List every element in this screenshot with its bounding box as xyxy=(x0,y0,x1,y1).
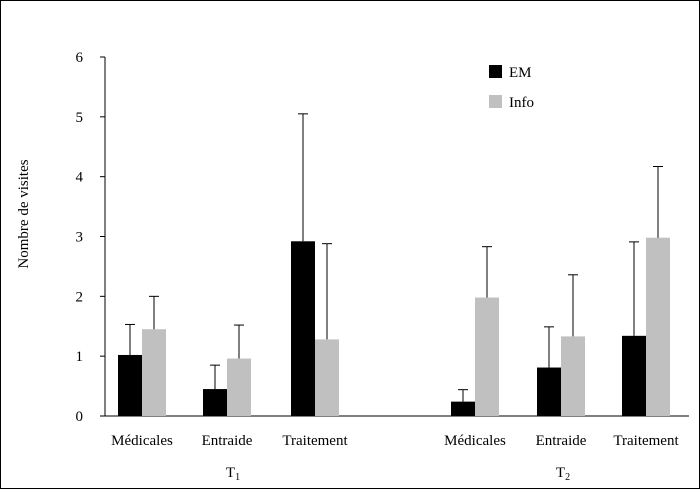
bar-em xyxy=(451,401,475,416)
legend-swatch-info xyxy=(489,95,502,108)
bar-em xyxy=(537,367,561,416)
bar-info xyxy=(561,336,585,416)
y-tick-label: 6 xyxy=(76,50,84,66)
bar-info xyxy=(646,237,670,416)
y-tick-label: 0 xyxy=(76,409,84,425)
x-group-label: T1 xyxy=(226,465,240,483)
x-category-label: Traitement xyxy=(282,433,348,449)
bar-info xyxy=(142,329,166,416)
axes: 0 1 2 3 4 5 6 xyxy=(76,50,689,425)
x-category-label: Entraide xyxy=(536,433,587,449)
legend-label-em: EM xyxy=(509,65,532,81)
x-category-label: Médicales xyxy=(111,433,173,449)
bar-info xyxy=(475,297,499,416)
bar-em xyxy=(291,241,315,416)
x-axis-labels: Médicales Entraide Traitement T1 Médicales En… xyxy=(111,433,679,483)
y-tick-label: 1 xyxy=(76,349,84,365)
x-category-label: Traitement xyxy=(613,433,679,449)
legend-swatch-em xyxy=(489,65,502,78)
y-tick-label: 4 xyxy=(76,170,84,186)
error-bars xyxy=(125,113,663,402)
y-tick-label: 2 xyxy=(76,289,84,305)
x-category-label: Entraide xyxy=(202,433,253,449)
x-category-label: Médicales xyxy=(444,433,506,449)
x-group-label: T2 xyxy=(556,465,570,483)
bar-em xyxy=(622,335,646,416)
legend-label-info: Info xyxy=(509,95,534,111)
y-tick-label: 5 xyxy=(76,110,84,126)
bar-info xyxy=(315,339,339,416)
bar-em xyxy=(203,389,227,416)
y-axis-label: Nombre de visites xyxy=(16,159,32,268)
bar-em xyxy=(118,354,142,416)
bars xyxy=(118,237,670,416)
legend: EM Info xyxy=(489,65,534,111)
y-tick-label: 3 xyxy=(76,230,84,246)
bar-info xyxy=(227,358,251,416)
